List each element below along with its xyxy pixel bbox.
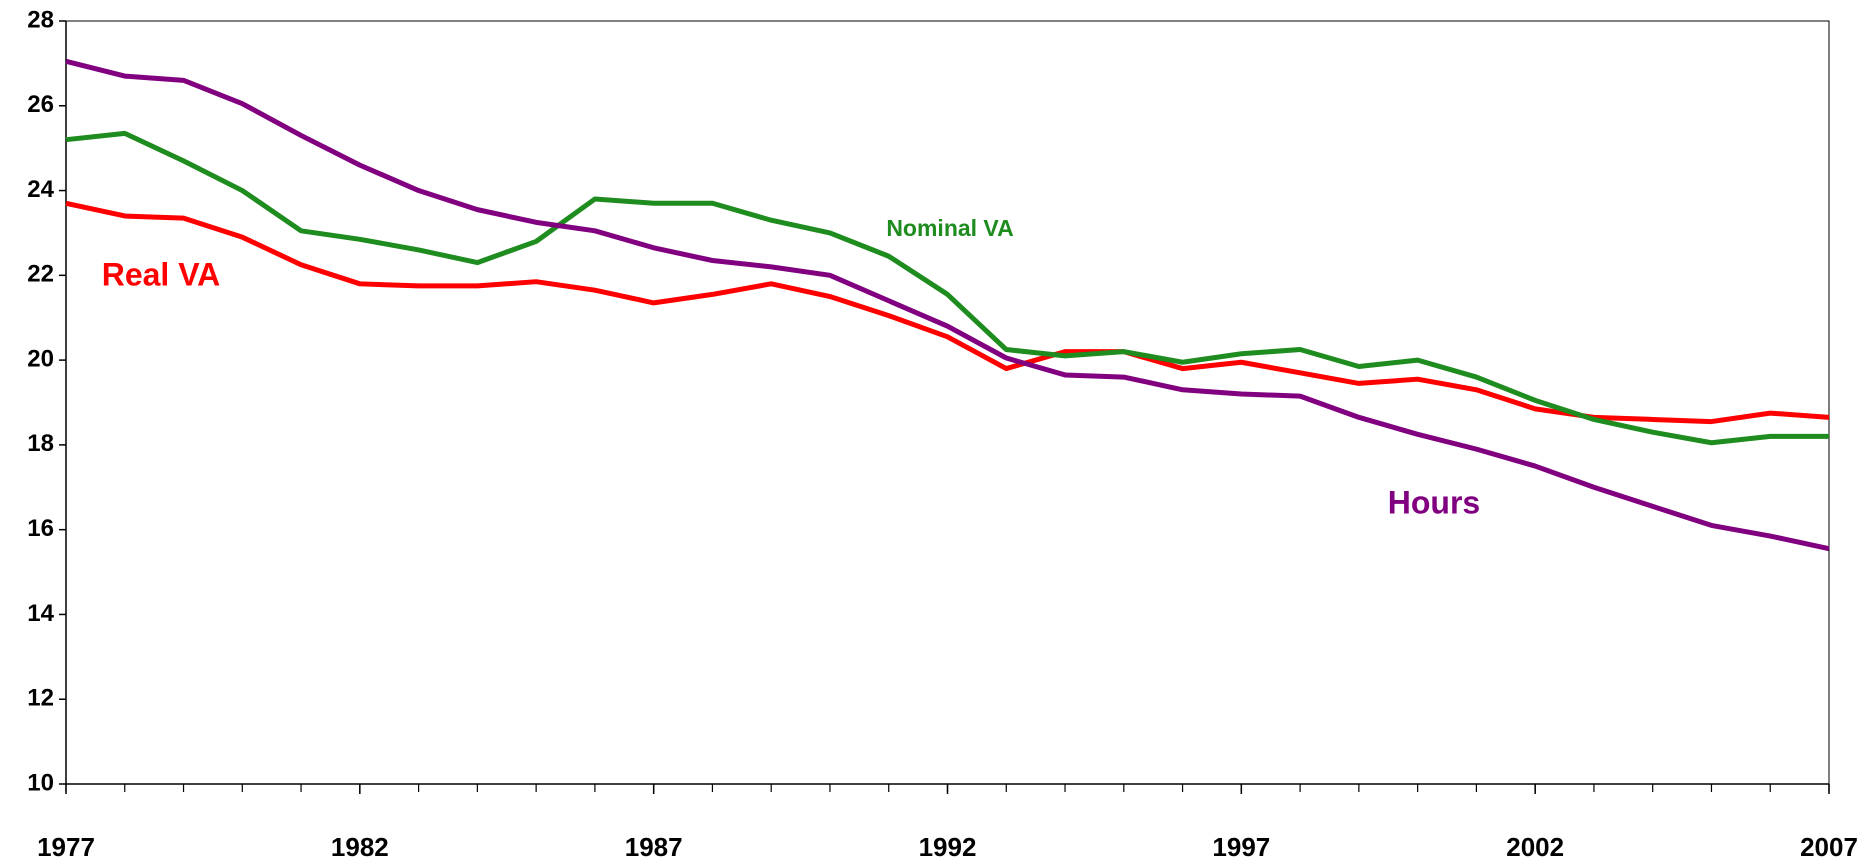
series-label: Hours bbox=[1388, 484, 1480, 520]
series-line bbox=[65, 200, 1830, 425]
x-tick-label: 1987 bbox=[625, 832, 683, 862]
series-label: Nominal VA bbox=[886, 215, 1013, 241]
y-tick-label: 22 bbox=[27, 261, 54, 288]
x-tick-label: 2007 bbox=[1800, 832, 1858, 862]
series-label: Real VA bbox=[102, 256, 221, 292]
x-tick-label: 1982 bbox=[331, 832, 389, 862]
y-tick-label: 12 bbox=[27, 685, 54, 712]
x-tick-label: 1992 bbox=[919, 832, 977, 862]
x-tick-label: 1997 bbox=[1212, 832, 1270, 862]
y-tick-label: 14 bbox=[27, 600, 54, 627]
y-tick-label: 18 bbox=[27, 430, 54, 457]
y-tick-label: 26 bbox=[27, 91, 54, 118]
x-tick-label: 2002 bbox=[1506, 832, 1564, 862]
plot-frame bbox=[65, 20, 1830, 785]
y-tick-label: 24 bbox=[27, 176, 54, 203]
x-tick-label: 1977 bbox=[37, 832, 95, 862]
y-tick-label: 10 bbox=[27, 769, 54, 796]
y-tick-label: 16 bbox=[27, 515, 54, 542]
y-tick-label: 20 bbox=[27, 345, 54, 372]
y-tick-label: 28 bbox=[27, 6, 54, 33]
series-line bbox=[65, 58, 1830, 552]
series-line bbox=[65, 130, 1829, 446]
